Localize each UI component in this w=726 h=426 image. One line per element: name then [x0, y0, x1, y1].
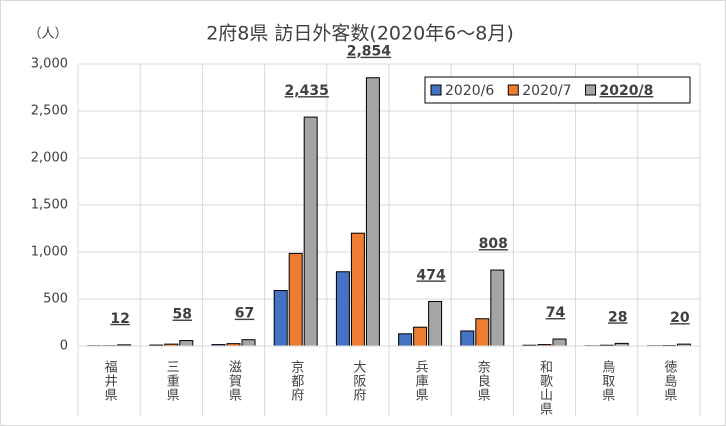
bar: [288, 252, 303, 347]
value-label: 74: [546, 305, 566, 321]
x-tick-label: 福井県: [102, 360, 118, 402]
value-label: 58: [173, 307, 192, 323]
value-label: 12: [110, 311, 129, 327]
bar: [490, 269, 505, 347]
x-tick-label: 滋賀県: [226, 360, 242, 402]
x-tick-label: 京都府: [288, 360, 304, 402]
value-label: 2,435: [285, 83, 329, 99]
y-tick-label: 3,000: [31, 57, 68, 72]
bar: [273, 290, 288, 347]
bar: [398, 333, 413, 347]
value-label: 2,854: [347, 44, 392, 60]
bar: [552, 338, 567, 347]
value-label: 808: [479, 236, 508, 252]
bar: [350, 232, 365, 347]
bar: [179, 340, 194, 347]
value-label: 474: [416, 267, 445, 283]
legend-swatch: [430, 84, 442, 96]
x-tick-label: 徳島県: [661, 360, 677, 402]
y-tick-label: 0: [60, 339, 68, 354]
bar: [460, 330, 475, 347]
legend-label: 2020/8: [600, 83, 654, 99]
value-label: 67: [235, 306, 254, 322]
x-tick-label: 和歌山県: [537, 360, 553, 416]
legend-swatch: [585, 84, 597, 96]
y-tick-label: 1,000: [31, 245, 68, 260]
x-tick-label: 兵庫県: [413, 360, 429, 402]
bar: [413, 326, 428, 347]
chart-title: 2府8県 訪日外客数(2020年6～8月): [206, 23, 514, 45]
bar: [241, 339, 256, 347]
value-label: 20: [670, 310, 690, 326]
x-tick-label: 三重県: [164, 360, 180, 402]
x-tick-label: 鳥取県: [599, 360, 615, 402]
y-axis-label: （人）: [28, 27, 67, 42]
bar: [365, 77, 380, 347]
y-tick-label: 500: [43, 292, 68, 307]
bar: [335, 271, 350, 347]
y-tick-label: 2,000: [31, 151, 68, 166]
legend-swatch: [507, 84, 519, 96]
legend-label: 2020/7: [522, 83, 571, 99]
bar: [428, 300, 443, 347]
value-label: 28: [608, 309, 627, 325]
legend-label: 2020/6: [445, 83, 494, 99]
bar: [475, 318, 490, 347]
y-tick-label: 2,500: [31, 104, 68, 119]
bar: [303, 116, 318, 347]
x-tick-label: 大阪府: [350, 360, 366, 402]
y-tick-label: 1,500: [31, 198, 68, 213]
legend-box: [424, 76, 691, 104]
x-tick-label: 奈良県: [475, 360, 491, 402]
